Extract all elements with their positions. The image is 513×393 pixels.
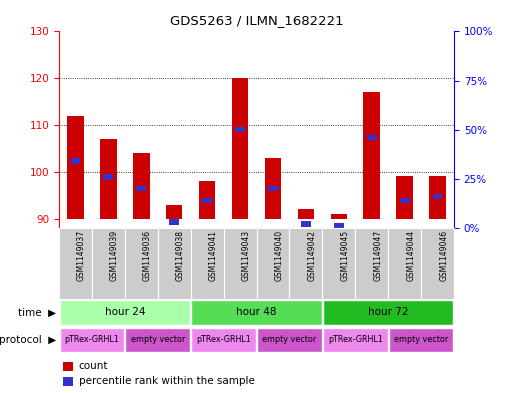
Text: pTRex-GRHL1: pTRex-GRHL1 — [65, 335, 120, 344]
FancyBboxPatch shape — [389, 328, 453, 352]
FancyBboxPatch shape — [60, 328, 124, 352]
FancyBboxPatch shape — [59, 228, 92, 299]
FancyBboxPatch shape — [125, 228, 158, 299]
Bar — [136, 186, 146, 191]
Text: count: count — [79, 361, 108, 371]
Text: GSM1149036: GSM1149036 — [143, 230, 152, 281]
Bar — [63, 377, 73, 386]
FancyBboxPatch shape — [323, 328, 387, 352]
Bar — [100, 139, 116, 219]
FancyBboxPatch shape — [322, 228, 355, 299]
Bar — [298, 209, 314, 219]
Text: empty vector: empty vector — [394, 335, 448, 344]
Text: GSM1149038: GSM1149038 — [176, 230, 185, 281]
Bar — [367, 135, 377, 140]
FancyBboxPatch shape — [355, 228, 388, 299]
Bar — [169, 219, 179, 225]
Bar — [364, 92, 380, 219]
Text: protocol  ▶: protocol ▶ — [0, 335, 56, 345]
Text: hour 48: hour 48 — [236, 307, 277, 317]
Bar — [232, 78, 248, 219]
Text: empty vector: empty vector — [262, 335, 317, 344]
Text: GSM1149037: GSM1149037 — [77, 230, 86, 281]
FancyBboxPatch shape — [191, 228, 224, 299]
Bar — [63, 362, 73, 371]
FancyBboxPatch shape — [257, 328, 322, 352]
Bar — [202, 198, 212, 203]
Text: GSM1149043: GSM1149043 — [242, 230, 251, 281]
Bar — [397, 176, 413, 219]
Text: empty vector: empty vector — [131, 335, 185, 344]
FancyBboxPatch shape — [256, 228, 289, 299]
Bar — [429, 176, 446, 219]
Bar — [330, 214, 347, 219]
FancyBboxPatch shape — [126, 328, 190, 352]
Text: percentile rank within the sample: percentile rank within the sample — [79, 376, 254, 386]
Bar — [301, 221, 311, 227]
Bar — [235, 127, 245, 132]
Bar — [400, 198, 409, 203]
FancyBboxPatch shape — [191, 300, 322, 325]
Bar — [265, 158, 281, 219]
Text: GSM1149047: GSM1149047 — [373, 230, 382, 281]
Bar — [268, 186, 278, 191]
FancyBboxPatch shape — [60, 300, 190, 325]
FancyBboxPatch shape — [191, 328, 256, 352]
Text: hour 72: hour 72 — [368, 307, 408, 317]
Bar — [199, 181, 215, 219]
Bar — [334, 223, 344, 229]
Text: GSM1149045: GSM1149045 — [341, 230, 349, 281]
Bar — [166, 204, 183, 219]
Bar — [133, 153, 149, 219]
FancyBboxPatch shape — [323, 300, 453, 325]
FancyBboxPatch shape — [158, 228, 191, 299]
Text: GSM1149040: GSM1149040 — [274, 230, 284, 281]
Text: GDS5263 / ILMN_1682221: GDS5263 / ILMN_1682221 — [170, 14, 343, 27]
Bar — [104, 174, 113, 180]
FancyBboxPatch shape — [388, 228, 421, 299]
FancyBboxPatch shape — [92, 228, 125, 299]
Text: GSM1149044: GSM1149044 — [406, 230, 416, 281]
Bar — [432, 194, 443, 199]
Text: time  ▶: time ▶ — [18, 307, 56, 318]
Text: hour 24: hour 24 — [105, 307, 145, 317]
Bar — [70, 158, 81, 164]
Text: pTRex-GRHL1: pTRex-GRHL1 — [196, 335, 251, 344]
Text: GSM1149041: GSM1149041 — [209, 230, 218, 281]
Text: pTRex-GRHL1: pTRex-GRHL1 — [328, 335, 383, 344]
FancyBboxPatch shape — [224, 228, 256, 299]
Text: GSM1149046: GSM1149046 — [439, 230, 448, 281]
FancyBboxPatch shape — [421, 228, 454, 299]
Bar — [67, 116, 84, 219]
Text: GSM1149042: GSM1149042 — [307, 230, 317, 281]
FancyBboxPatch shape — [289, 228, 322, 299]
Text: GSM1149039: GSM1149039 — [110, 230, 119, 281]
